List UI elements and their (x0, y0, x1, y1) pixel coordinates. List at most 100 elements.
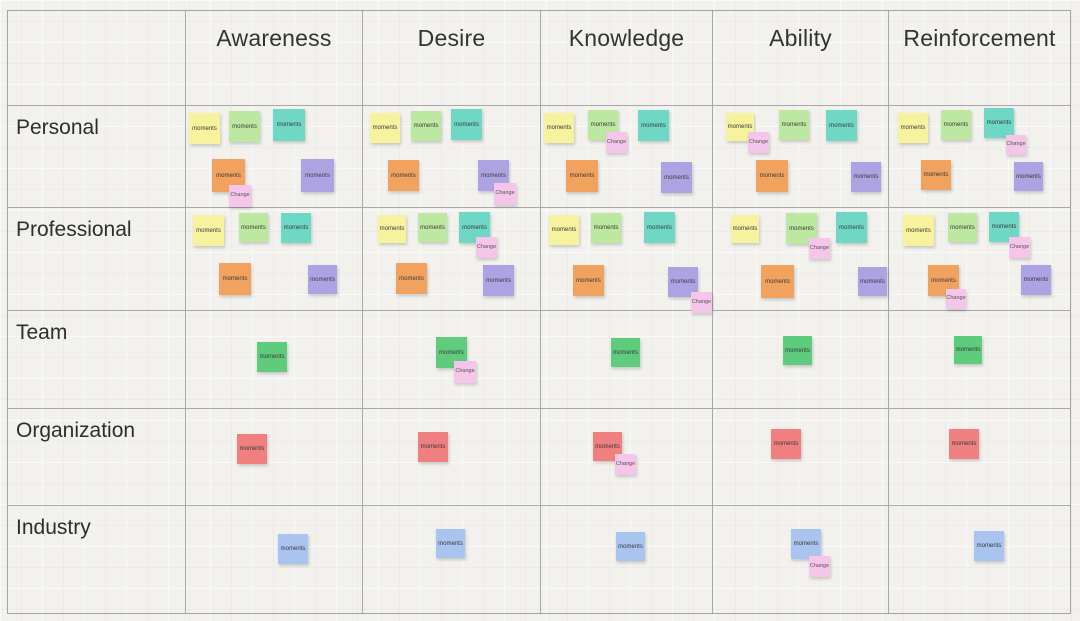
sticky-note[interactable]: moments (189, 113, 220, 144)
sticky-note[interactable]: moments (418, 432, 448, 462)
sticky-note[interactable]: moments (451, 109, 482, 140)
matrix-cell-industry-desire: moments (363, 506, 541, 613)
sticky-note[interactable]: moments (239, 213, 268, 242)
sticky-note[interactable]: moments (212, 159, 245, 192)
sticky-note[interactable]: Change (748, 132, 769, 153)
sticky-note[interactable]: moments (573, 265, 604, 296)
sticky-note[interactable]: moments (984, 108, 1014, 138)
sticky-note[interactable]: moments (851, 162, 881, 192)
sticky-note[interactable]: moments (826, 110, 857, 141)
sticky-note[interactable]: moments (948, 213, 977, 242)
row-label-professional[interactable]: Professional (8, 208, 186, 311)
sticky-note[interactable]: moments (974, 531, 1004, 561)
sticky-note[interactable]: moments (483, 265, 514, 296)
sticky-note[interactable]: moments (301, 159, 334, 192)
column-header-knowledge[interactable]: Knowledge (541, 11, 713, 106)
sticky-note[interactable]: moments (237, 434, 267, 464)
sticky-note[interactable]: moments (370, 113, 400, 143)
sticky-note[interactable]: moments (396, 263, 427, 294)
matrix-cell-team-reinforcement: moments (889, 311, 1070, 409)
sticky-note[interactable]: Change (809, 556, 830, 577)
matrix-cell-personal-ability: moments Change moments moments moments moment… (713, 106, 889, 208)
matrix-cell-personal-reinforcement: moments moments moments Change moments moment… (889, 106, 1070, 208)
row-label-text: Organization (16, 419, 136, 442)
sticky-note[interactable]: moments (1021, 265, 1051, 295)
sticky-note[interactable]: Change (454, 361, 476, 383)
row-label-text: Personal (16, 116, 99, 139)
sticky-note[interactable]: moments (229, 111, 260, 142)
sticky-note[interactable]: moments (219, 263, 251, 295)
sticky-note[interactable]: moments (903, 215, 934, 246)
matrix-cell-industry-reinforcement: moments (889, 506, 1070, 613)
sticky-note[interactable]: moments (858, 267, 887, 296)
row-label-team[interactable]: Team (8, 311, 186, 409)
sticky-note[interactable]: Change (476, 237, 497, 258)
row-label-text: Industry (16, 516, 91, 539)
sticky-note[interactable]: moments (779, 110, 809, 140)
matrix-cell-team-awareness: moments (186, 311, 363, 409)
sticky-note[interactable]: moments (549, 215, 579, 245)
sticky-note[interactable]: moments (418, 213, 447, 242)
sticky-note[interactable]: moments (644, 212, 675, 243)
sticky-note[interactable]: moments (411, 111, 441, 141)
column-header-desire[interactable]: Desire (363, 11, 541, 106)
column-header-label: Ability (769, 25, 832, 51)
sticky-note[interactable]: Change (809, 238, 830, 259)
sticky-note[interactable]: moments (791, 529, 821, 559)
sticky-note[interactable]: moments (591, 213, 621, 243)
sticky-note[interactable]: moments (921, 160, 951, 190)
matrix-cell-personal-awareness: moments moments moments moments Change moment… (186, 106, 363, 208)
sticky-note[interactable]: moments (783, 336, 812, 365)
matrix-cell-personal-desire: moments moments moments moments moments Chang… (363, 106, 541, 208)
matrix-cell-team-ability: moments (713, 311, 889, 409)
matrix-cell-personal-knowledge: moments moments Change moments moments moment… (541, 106, 713, 208)
sticky-note[interactable]: moments (661, 162, 692, 193)
sticky-note[interactable]: moments (616, 532, 645, 561)
row-label-organization[interactable]: Organization (8, 409, 186, 506)
sticky-note[interactable]: moments (941, 110, 971, 140)
sticky-note[interactable]: moments (193, 215, 224, 246)
sticky-note[interactable]: Change (494, 183, 516, 205)
sticky-note[interactable]: Change (615, 454, 636, 475)
sticky-note[interactable]: moments (731, 215, 759, 243)
matrix-cell-organization-reinforcement: moments (889, 409, 1070, 506)
sticky-note[interactable]: moments (1014, 162, 1043, 191)
sticky-note[interactable]: Change (946, 289, 966, 309)
row-label-industry[interactable]: Industry (8, 506, 186, 613)
sticky-note[interactable]: moments (278, 534, 308, 564)
sticky-note[interactable]: moments (308, 265, 337, 294)
sticky-note[interactable]: moments (756, 160, 788, 192)
column-header-awareness[interactable]: Awareness (186, 11, 363, 106)
sticky-note[interactable]: Change (1006, 135, 1026, 155)
sticky-note[interactable]: moments (436, 529, 465, 558)
row-label-personal[interactable]: Personal (8, 106, 186, 208)
sticky-note[interactable]: moments (898, 113, 928, 143)
sticky-note[interactable]: moments (761, 265, 794, 298)
sticky-note[interactable]: Change (691, 292, 712, 313)
sticky-note[interactable]: moments (949, 429, 979, 459)
sticky-note[interactable]: Change (606, 132, 627, 153)
sticky-note[interactable]: moments (281, 213, 311, 243)
sticky-note[interactable]: moments (611, 338, 640, 367)
sticky-note[interactable]: Change (1009, 237, 1030, 258)
matrix-cell-team-knowledge: moments (541, 311, 713, 409)
matrix-cell-organization-desire: moments (363, 409, 541, 506)
sticky-note[interactable]: moments (257, 342, 287, 372)
sticky-note[interactable]: moments (544, 113, 574, 143)
sticky-note[interactable]: moments (273, 109, 305, 141)
column-header-reinforcement[interactable]: Reinforcement (889, 11, 1070, 106)
sticky-note[interactable]: Change (229, 185, 251, 207)
column-header-ability[interactable]: Ability (713, 11, 889, 106)
sticky-note[interactable]: moments (771, 429, 801, 459)
matrix-cell-team-desire: moments Change (363, 311, 541, 409)
sticky-note[interactable]: moments (566, 160, 598, 192)
sticky-note[interactable]: moments (836, 212, 867, 243)
matrix-cell-industry-knowledge: moments (541, 506, 713, 613)
sticky-note[interactable]: moments (378, 215, 406, 243)
matrix-cell-professional-reinforcement: moments moments moments Change moments Change… (889, 208, 1070, 311)
sticky-note[interactable]: moments (638, 110, 669, 141)
sticky-note[interactable]: moments (388, 160, 419, 191)
sticky-note[interactable]: moments (954, 336, 982, 364)
column-header-label: Reinforcement (903, 25, 1056, 51)
